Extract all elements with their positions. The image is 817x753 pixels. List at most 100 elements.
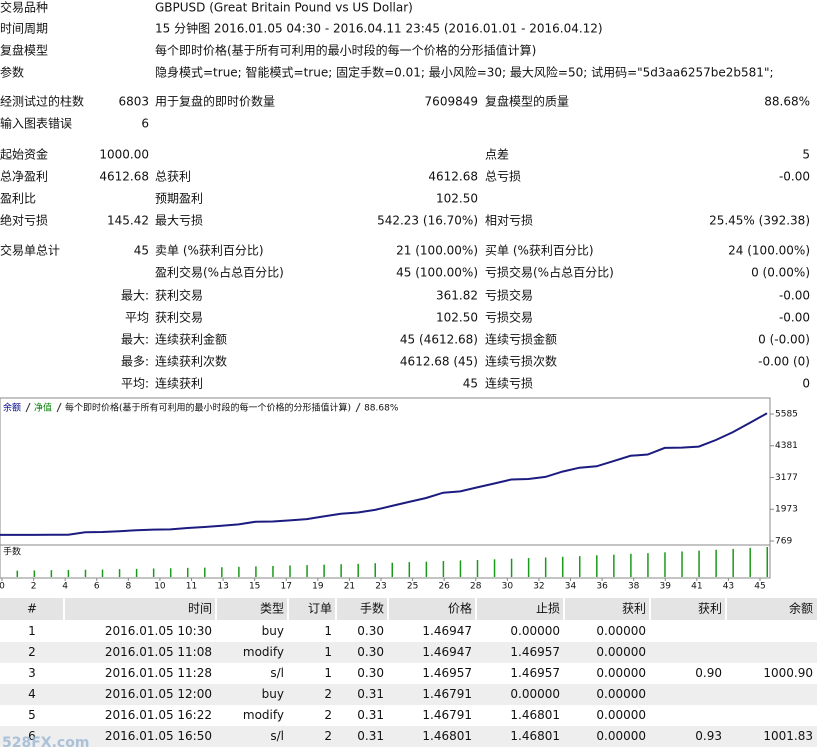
volume-bar — [766, 547, 768, 577]
summary-value: 102.50 — [436, 192, 478, 206]
table-header: 止损 — [536, 602, 560, 616]
summary-label: 连续获利金额 — [155, 332, 227, 347]
volume-bar — [630, 553, 632, 577]
table-cell: 1 — [324, 645, 332, 659]
summary-value: 542.23 (16.70%) — [377, 214, 478, 228]
volume-bar — [169, 568, 172, 577]
summary-label: 隐身模式=true; 智能模式=true; 固定手数=0.01; 最小风险=30… — [155, 65, 774, 80]
table-cell: 2 — [324, 687, 332, 701]
summary-value: 1000.00 — [99, 148, 149, 162]
summary-label: 总亏损 — [485, 170, 521, 184]
summary-label: 连续亏损次数 — [485, 354, 557, 369]
table-cell: 1.46791 — [422, 708, 472, 722]
volume-bar — [476, 559, 479, 577]
table-cell: 0.00000 — [596, 666, 646, 680]
summary-label: 最大亏损 — [155, 214, 203, 228]
x-tick-label: 15 — [249, 582, 260, 592]
summary-label: 亏损交易 — [485, 310, 533, 325]
volume-bar — [340, 564, 342, 577]
volume-bar — [357, 563, 359, 577]
table-header: 获利 — [698, 602, 722, 616]
table-header: 时间 — [188, 602, 212, 616]
table-cell: 1.46801 — [510, 729, 560, 743]
volume-bar — [596, 555, 598, 577]
volume-bar — [289, 565, 291, 577]
x-tick-label: 34 — [565, 582, 577, 592]
summary-label: 亏损交易 — [485, 288, 533, 303]
summary-label: 卖单 (%获利百分比) — [155, 244, 264, 258]
summary-value: -0.00 (0) — [758, 355, 810, 369]
volume-bar — [493, 559, 496, 577]
table-cell: 1.46801 — [422, 729, 472, 743]
volume-bar — [84, 569, 87, 577]
legend-entry: 净值 — [34, 402, 52, 414]
x-tick-label: 19 — [312, 582, 324, 592]
volume-bar — [135, 568, 138, 577]
table-header: 余额 — [789, 601, 813, 616]
summary-label: 买单 (%获利百分比) — [485, 244, 594, 258]
volume-bar — [306, 565, 308, 577]
table-cell: 0.00000 — [596, 708, 646, 722]
volume-bar — [442, 561, 445, 577]
table-cell: s/l — [270, 729, 284, 743]
table-cell: s/l — [270, 666, 284, 680]
x-tick-label: 8 — [125, 582, 131, 592]
summary-value: 最大: — [121, 289, 149, 303]
table-cell: 1.46947 — [422, 624, 472, 638]
table-cell: 2016.01.05 12:00 — [105, 687, 212, 701]
summary-value: 6803 — [118, 95, 149, 109]
table-cell: 0.31 — [357, 708, 384, 722]
summary-value: 88.68% — [764, 95, 810, 109]
summary-label: 每个即时价格(基于所有可利用的最小时段的每一个价格的分形插值计算) — [155, 43, 536, 58]
table-header: 手数 — [360, 601, 384, 616]
balance-line — [0, 412, 768, 536]
legend-entry: 余额 — [3, 402, 21, 414]
volume-bar — [698, 550, 700, 577]
summary-label: 盈利比 — [0, 192, 36, 206]
summary-value: 5 — [802, 148, 810, 162]
row-bg — [0, 726, 817, 747]
summary-label: 连续亏损金额 — [485, 332, 557, 347]
volume-bar — [67, 569, 70, 577]
y-tick-label: 5585 — [775, 410, 798, 420]
x-tick-label: 30 — [502, 582, 514, 592]
volume-bar — [323, 564, 325, 577]
summary-label: 点差 — [485, 148, 509, 162]
table-cell: 2016.01.05 11:08 — [105, 645, 212, 659]
volume-bar — [561, 556, 564, 577]
table-cell: 2016.01.05 16:22 — [105, 708, 212, 722]
table-cell: 1.46791 — [422, 687, 472, 701]
volume-bar — [527, 558, 530, 577]
volume-bar — [221, 567, 223, 577]
summary-label: 15 分钟图 2016.01.05 04:30 - 2016.04.11 23:… — [155, 21, 603, 36]
x-tick-label: 43 — [723, 582, 734, 592]
summary-value: 4612.68 — [428, 170, 478, 184]
legend-entry: 每个即时价格(基于所有可利用的最小时段的每一个价格的分形插值计算) — [65, 402, 351, 414]
volume-bar — [613, 554, 615, 577]
volume-bar — [408, 562, 411, 577]
y-tick-label: 4381 — [775, 441, 798, 451]
legend-entry: 88.68% — [364, 404, 399, 414]
table-cell: 0.30 — [357, 645, 384, 659]
table-cell: 0.00000 — [510, 624, 560, 638]
summary-value: 45 — [463, 377, 478, 391]
summary-label: 复盘模型 — [0, 43, 48, 58]
summary-label: 连续获利 — [155, 376, 203, 391]
summary-value: 4612.68 (45) — [400, 355, 478, 369]
summary-value: 0 — [802, 377, 810, 391]
x-tick-label: 26 — [438, 582, 450, 592]
volume-bar — [238, 566, 240, 577]
row-bg — [0, 642, 817, 663]
table-cell: 1000.90 — [763, 666, 813, 680]
x-tick-label: 4 — [62, 582, 68, 592]
x-tick-label: 38 — [628, 582, 640, 592]
summary-value: 7609849 — [425, 95, 478, 109]
x-tick-label: 25 — [407, 582, 418, 592]
x-tick-label: 0 — [0, 582, 5, 592]
table-cell: 1.46957 — [510, 645, 560, 659]
x-tick-label: 13 — [217, 582, 228, 592]
table-header: # — [27, 602, 37, 616]
table-cell: 2016.01.05 11:28 — [105, 666, 212, 680]
table-cell: 1001.83 — [763, 729, 813, 743]
summary-value: 361.82 — [436, 289, 478, 303]
